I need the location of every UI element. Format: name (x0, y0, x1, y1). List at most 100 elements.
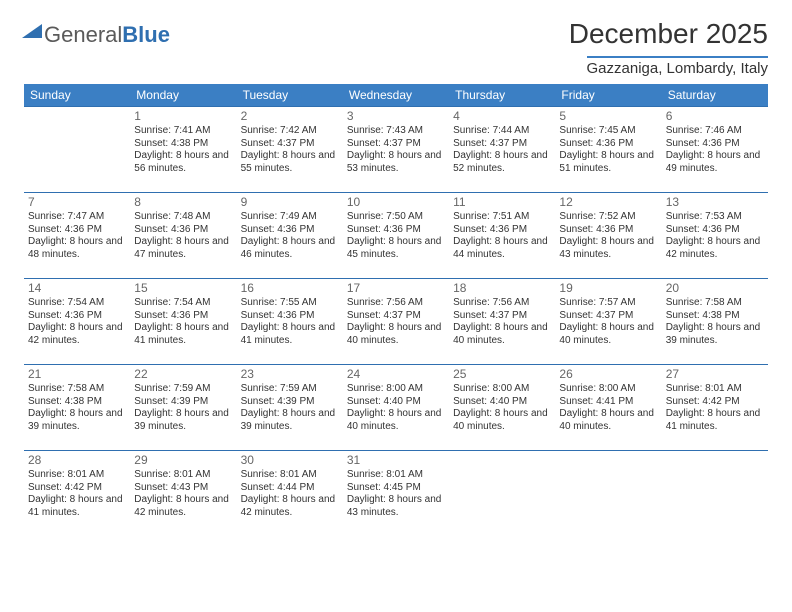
sunrise-line: Sunrise: 7:54 AM (28, 297, 126, 310)
daylight-line: Daylight: 8 hours and 41 minutes. (28, 494, 126, 519)
sunset-line: Sunset: 4:42 PM (28, 482, 126, 495)
daylight-line: Daylight: 8 hours and 40 minutes. (347, 408, 445, 433)
day-number: 14 (28, 281, 126, 296)
calendar-cell: 6Sunrise: 7:46 AMSunset: 4:36 PMDaylight… (662, 107, 768, 193)
calendar-cell: 11Sunrise: 7:51 AMSunset: 4:36 PMDayligh… (449, 193, 555, 279)
calendar-week-row: 14Sunrise: 7:54 AMSunset: 4:36 PMDayligh… (24, 279, 768, 365)
sunset-line: Sunset: 4:38 PM (134, 138, 232, 151)
calendar-table: SundayMondayTuesdayWednesdayThursdayFrid… (24, 84, 768, 537)
day-number: 25 (453, 367, 551, 382)
sunrise-line: Sunrise: 7:54 AM (134, 297, 232, 310)
daylight-line: Daylight: 8 hours and 39 minutes. (28, 408, 126, 433)
sunrise-line: Sunrise: 7:51 AM (453, 211, 551, 224)
daylight-line: Daylight: 8 hours and 46 minutes. (241, 236, 339, 261)
day-number: 15 (134, 281, 232, 296)
month-title: December 2025 (569, 18, 768, 50)
calendar-cell: 4Sunrise: 7:44 AMSunset: 4:37 PMDaylight… (449, 107, 555, 193)
calendar-cell: 25Sunrise: 8:00 AMSunset: 4:40 PMDayligh… (449, 365, 555, 451)
day-number: 18 (453, 281, 551, 296)
day-header: Sunday (24, 84, 130, 107)
sunrise-line: Sunrise: 8:01 AM (241, 469, 339, 482)
day-header: Friday (555, 84, 661, 107)
sunset-line: Sunset: 4:36 PM (453, 224, 551, 237)
sunset-line: Sunset: 4:36 PM (347, 224, 445, 237)
sunset-line: Sunset: 4:42 PM (666, 396, 764, 409)
daylight-line: Daylight: 8 hours and 47 minutes. (134, 236, 232, 261)
daylight-line: Daylight: 8 hours and 42 minutes. (28, 322, 126, 347)
title-block: December 2025 Gazzaniga, Lombardy, Italy (569, 18, 768, 78)
day-number: 22 (134, 367, 232, 382)
sunrise-line: Sunrise: 7:43 AM (347, 125, 445, 138)
day-number: 24 (347, 367, 445, 382)
sunset-line: Sunset: 4:36 PM (241, 224, 339, 237)
daylight-line: Daylight: 8 hours and 42 minutes. (666, 236, 764, 261)
header: GeneralBlue December 2025 Gazzaniga, Lom… (24, 18, 768, 78)
day-number: 13 (666, 195, 764, 210)
sunrise-line: Sunrise: 7:58 AM (28, 383, 126, 396)
day-number: 8 (134, 195, 232, 210)
calendar-cell: 27Sunrise: 8:01 AMSunset: 4:42 PMDayligh… (662, 365, 768, 451)
daylight-line: Daylight: 8 hours and 43 minutes. (347, 494, 445, 519)
sunset-line: Sunset: 4:36 PM (134, 310, 232, 323)
day-number: 2 (241, 109, 339, 124)
calendar-week-row: 1Sunrise: 7:41 AMSunset: 4:38 PM Daylight… (24, 107, 768, 193)
calendar-cell (449, 451, 555, 537)
sunrise-line: Sunrise: 8:00 AM (559, 383, 657, 396)
sunrise-line: Sunrise: 7:46 AM (666, 125, 764, 138)
daylight-line: Daylight: 8 hours and 53 minutes. (347, 150, 445, 175)
calendar-cell: 13Sunrise: 7:53 AMSunset: 4:36 PMDayligh… (662, 193, 768, 279)
sunset-line: Sunset: 4:37 PM (559, 310, 657, 323)
day-number: 5 (559, 109, 657, 124)
sunrise-line: Sunrise: 7:59 AM (241, 383, 339, 396)
sunrise-line: Sunrise: 8:01 AM (28, 469, 126, 482)
sunset-line: Sunset: 4:39 PM (134, 396, 232, 409)
calendar-cell: 12Sunrise: 7:52 AMSunset: 4:36 PMDayligh… (555, 193, 661, 279)
calendar-week-row: 7Sunrise: 7:47 AMSunset: 4:36 PMDaylight… (24, 193, 768, 279)
calendar-cell: 15Sunrise: 7:54 AMSunset: 4:36 PMDayligh… (130, 279, 236, 365)
logo-word-1: General (44, 22, 122, 47)
sunset-line: Sunset: 4:45 PM (347, 482, 445, 495)
sunset-line: Sunset: 4:36 PM (28, 310, 126, 323)
daylight-line: Daylight: 8 hours and 51 minutes. (559, 150, 657, 175)
day-number: 1 (134, 109, 232, 124)
sunrise-line: Sunrise: 7:56 AM (453, 297, 551, 310)
daylight-line: Daylight: 8 hours and 40 minutes. (559, 408, 657, 433)
sunrise-line: Sunrise: 8:01 AM (134, 469, 232, 482)
day-header: Monday (130, 84, 236, 107)
calendar-cell: 20Sunrise: 7:58 AMSunset: 4:38 PMDayligh… (662, 279, 768, 365)
sunset-line: Sunset: 4:36 PM (559, 138, 657, 151)
day-number: 7 (28, 195, 126, 210)
calendar-week-row: 21Sunrise: 7:58 AMSunset: 4:38 PMDayligh… (24, 365, 768, 451)
daylight-line: Daylight: 8 hours and 52 minutes. (453, 150, 551, 175)
day-number: 21 (28, 367, 126, 382)
daylight-line: Daylight: 8 hours and 39 minutes. (241, 408, 339, 433)
logo: GeneralBlue (24, 18, 170, 48)
calendar-cell (662, 451, 768, 537)
daylight-line: Daylight: 8 hours and 39 minutes. (134, 408, 232, 433)
sunrise-line: Sunrise: 8:01 AM (347, 469, 445, 482)
sunrise-line: Sunrise: 7:52 AM (559, 211, 657, 224)
sunset-line: Sunset: 4:36 PM (559, 224, 657, 237)
sunrise-line: Sunrise: 7:55 AM (241, 297, 339, 310)
calendar-cell: 5Sunrise: 7:45 AMSunset: 4:36 PMDaylight… (555, 107, 661, 193)
day-number: 17 (347, 281, 445, 296)
sunset-line: Sunset: 4:37 PM (453, 138, 551, 151)
sunset-line: Sunset: 4:37 PM (347, 310, 445, 323)
day-header-row: SundayMondayTuesdayWednesdayThursdayFrid… (24, 84, 768, 107)
calendar-cell: 19Sunrise: 7:57 AMSunset: 4:37 PMDayligh… (555, 279, 661, 365)
day-number: 9 (241, 195, 339, 210)
calendar-cell: 22Sunrise: 7:59 AMSunset: 4:39 PMDayligh… (130, 365, 236, 451)
sunset-line: Sunset: 4:40 PM (347, 396, 445, 409)
calendar-cell: 18Sunrise: 7:56 AMSunset: 4:37 PMDayligh… (449, 279, 555, 365)
daylight-line: Daylight: 8 hours and 45 minutes. (347, 236, 445, 261)
sunset-line: Sunset: 4:39 PM (241, 396, 339, 409)
sunset-line: Sunset: 4:40 PM (453, 396, 551, 409)
calendar-cell: 21Sunrise: 7:58 AMSunset: 4:38 PMDayligh… (24, 365, 130, 451)
calendar-cell: 9Sunrise: 7:49 AMSunset: 4:36 PMDaylight… (237, 193, 343, 279)
daylight-line: Daylight: 8 hours and 40 minutes. (453, 322, 551, 347)
daylight-line: Daylight: 8 hours and 41 minutes. (241, 322, 339, 347)
day-number: 23 (241, 367, 339, 382)
calendar-cell: 17Sunrise: 7:56 AMSunset: 4:37 PMDayligh… (343, 279, 449, 365)
sunrise-line: Sunrise: 7:41 AM (134, 125, 232, 138)
daylight-line: Daylight: 8 hours and 40 minutes. (453, 408, 551, 433)
